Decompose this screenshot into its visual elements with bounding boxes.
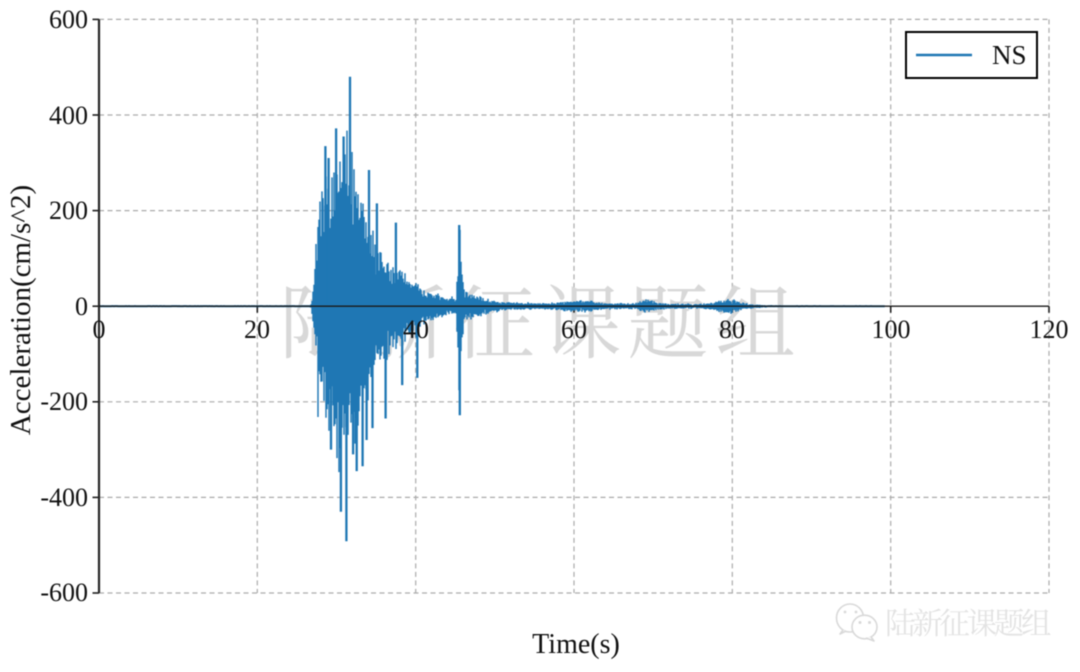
svg-text:NS: NS	[992, 40, 1027, 70]
svg-text:Acceleration(cm/s^2): Acceleration(cm/s^2)	[5, 185, 37, 435]
svg-text:-600: -600	[40, 578, 88, 607]
svg-text:40: 40	[403, 315, 429, 344]
svg-text:100: 100	[872, 315, 911, 344]
svg-text:-200: -200	[40, 387, 88, 416]
svg-text:120: 120	[1030, 315, 1069, 344]
svg-text:200: 200	[49, 196, 88, 225]
svg-text:20: 20	[244, 315, 270, 344]
svg-text:0: 0	[93, 315, 106, 344]
svg-text:80: 80	[719, 315, 745, 344]
svg-text:600: 600	[49, 5, 88, 34]
svg-text:0: 0	[75, 292, 88, 321]
svg-text:Time(s): Time(s)	[532, 629, 620, 660]
svg-text:400: 400	[49, 101, 88, 130]
svg-text:-400: -400	[40, 483, 88, 512]
svg-text:60: 60	[561, 315, 587, 344]
